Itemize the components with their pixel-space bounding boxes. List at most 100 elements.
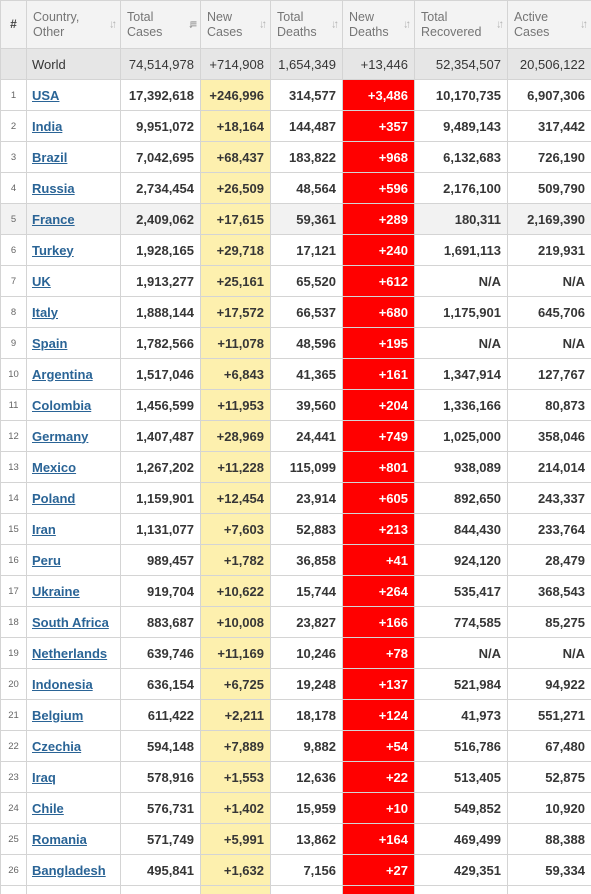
new-deaths-cell: +41 <box>343 545 415 576</box>
country-link[interactable]: Argentina <box>32 367 93 382</box>
sort-arrows-icon[interactable]: ↓≡ <box>188 17 194 32</box>
total-cases-cell: 611,422 <box>121 700 201 731</box>
new-cases-cell: +68,437 <box>201 142 271 173</box>
country-link[interactable]: Brazil <box>32 150 67 165</box>
row-number: 9 <box>1 328 27 359</box>
country-link[interactable]: Chile <box>32 801 64 816</box>
sort-arrows-icon[interactable]: ↓↑ <box>403 17 408 32</box>
country-link[interactable]: UK <box>32 274 51 289</box>
column-header-new-cases[interactable]: New Cases↓↑ <box>201 1 271 49</box>
country-link[interactable]: Poland <box>32 491 75 506</box>
column-header-new-deaths[interactable]: New Deaths↓↑ <box>343 1 415 49</box>
column-header-total-cases[interactable]: Total Cases↓≡ <box>121 1 201 49</box>
active-cases-cell: 219,931 <box>508 235 591 266</box>
new-cases-cell: +26,509 <box>201 173 271 204</box>
sort-arrows-icon[interactable]: ↓↑ <box>331 17 336 32</box>
row-number: 7 <box>1 266 27 297</box>
new-cases-cell: +17,615 <box>201 204 271 235</box>
country-name: Romania <box>27 824 121 855</box>
active-cases-cell: 59,334 <box>508 855 591 886</box>
total-recovered-cell: 521,984 <box>415 669 508 700</box>
new-deaths-cell: +10 <box>343 793 415 824</box>
column-header-active-cases[interactable]: Active Cases↓↑ <box>508 1 591 49</box>
new-deaths-cell: +195 <box>343 328 415 359</box>
row-number: 3 <box>1 142 27 173</box>
total-deaths-cell: 7,156 <box>271 855 343 886</box>
active-cases-cell: 80,873 <box>508 390 591 421</box>
row-number: 25 <box>1 824 27 855</box>
total-cases-cell: 1,888,144 <box>121 297 201 328</box>
total-deaths-cell: 144,487 <box>271 111 343 142</box>
row-number: 15 <box>1 514 27 545</box>
active-cases-cell: 243,337 <box>508 483 591 514</box>
sort-arrows-icon[interactable]: ↓↑ <box>109 17 114 32</box>
country-link[interactable]: Germany <box>32 429 88 444</box>
country-link[interactable]: Belgium <box>32 708 83 723</box>
country-name: Czechia <box>27 731 121 762</box>
country-link[interactable]: Iraq <box>32 770 56 785</box>
country-link[interactable]: Romania <box>32 832 87 847</box>
country-link[interactable]: Colombia <box>32 398 91 413</box>
new-cases-cell: +10,008 <box>201 607 271 638</box>
country-link[interactable]: Bangladesh <box>32 863 106 878</box>
active-cases-cell: 551,271 <box>508 700 591 731</box>
total-cases-cell: 7,042,695 <box>121 142 201 173</box>
total-recovered-cell: 10,170,735 <box>415 80 508 111</box>
row-number: 21 <box>1 700 27 731</box>
total-recovered-cell: 2,176,100 <box>415 173 508 204</box>
total-cases-cell: 989,457 <box>121 545 201 576</box>
row-number: 5 <box>1 204 27 235</box>
country-link[interactable]: Mexico <box>32 460 76 475</box>
total-recovered-cell: 6,132,683 <box>415 142 508 173</box>
country-name: Ukraine <box>27 576 121 607</box>
country-link[interactable]: Czechia <box>32 739 81 754</box>
total-cases-cell: 636,154 <box>121 669 201 700</box>
total-recovered-cell: 41,973 <box>415 700 508 731</box>
country-link[interactable]: Netherlands <box>32 646 107 661</box>
country-link[interactable]: Italy <box>32 305 58 320</box>
country-link[interactable]: India <box>32 119 62 134</box>
country-link[interactable]: Indonesia <box>32 677 93 692</box>
active-cases-cell: N/A <box>508 266 591 297</box>
country-link[interactable]: South Africa <box>32 615 109 630</box>
column-header-country[interactable]: Country, Other↓↑ <box>27 1 121 49</box>
new-cases-cell: +28,969 <box>201 421 271 452</box>
new-deaths-cell <box>343 886 415 894</box>
country-name: World <box>27 49 121 80</box>
new-deaths-cell: +13,446 <box>343 49 415 80</box>
new-deaths-cell: +213 <box>343 514 415 545</box>
country-link[interactable]: Turkey <box>32 243 74 258</box>
total-recovered-cell: 516,786 <box>415 731 508 762</box>
country-link[interactable]: Iran <box>32 522 56 537</box>
new-deaths-cell: +124 <box>343 700 415 731</box>
country-link[interactable]: France <box>32 212 75 227</box>
active-cases-cell: 317,442 <box>508 111 591 142</box>
country-link[interactable]: Russia <box>32 181 75 196</box>
row-number: 19 <box>1 638 27 669</box>
column-header-total-deaths[interactable]: Total Deaths↓↑ <box>271 1 343 49</box>
active-cases-cell: 2,169,390 <box>508 204 591 235</box>
column-header-total-recovered[interactable]: Total Recovered↓↑ <box>415 1 508 49</box>
total-recovered-cell: 513,405 <box>415 762 508 793</box>
sort-arrows-icon[interactable]: ↓↑ <box>580 17 585 32</box>
sort-arrows-icon[interactable]: ↓↑ <box>259 17 264 32</box>
country-name: UK <box>27 266 121 297</box>
country-link[interactable]: Spain <box>32 336 67 351</box>
new-deaths-cell: +596 <box>343 173 415 204</box>
total-cases-cell: 919,704 <box>121 576 201 607</box>
total-deaths-cell: 23,827 <box>271 607 343 638</box>
country-link[interactable]: Peru <box>32 553 61 568</box>
column-header-number[interactable]: # <box>1 1 27 49</box>
sort-arrows-icon[interactable]: ↓↑ <box>496 17 501 32</box>
country-link[interactable]: USA <box>32 88 59 103</box>
country-link[interactable]: Ukraine <box>32 584 80 599</box>
